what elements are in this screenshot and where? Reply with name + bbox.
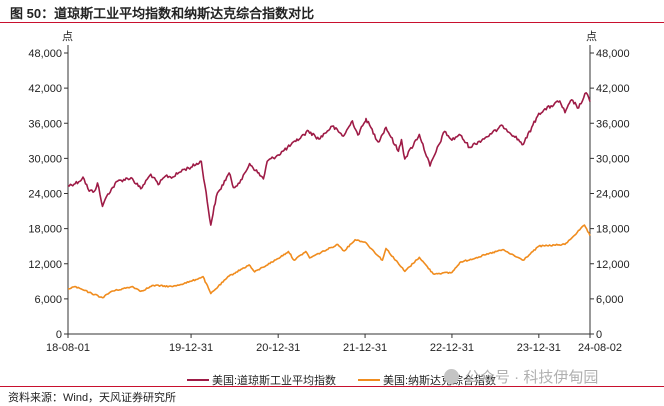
source-divider [0,386,664,387]
title-divider [0,22,664,23]
y-left-tick-label: 18,000 [28,224,62,236]
series-line-1 [67,92,591,226]
y-right-tick-label: 30,000 [596,153,630,165]
x-tick-label: 23-12-31 [517,342,561,354]
legend-label-2: 美国:纳斯达克综合指数 [383,373,496,387]
series-line-2 [67,224,591,299]
y-left-tick-label: 0 [56,329,62,341]
y-right-tick-label: 0 [596,329,602,341]
x-tick-label: 24-08-02 [578,342,622,354]
x-tick-label: 21-12-31 [343,342,387,354]
y-right-tick-label: 12,000 [596,259,630,271]
y-right-tick-label: 42,000 [596,83,630,95]
y-right-tick-label: 24,000 [596,189,630,201]
y-right-tick-label: 48,000 [596,48,630,60]
x-tick-label: 22-12-31 [430,342,474,354]
watermark-text: 公众号 · 科技伊甸园 [465,369,599,386]
y-left-tick-label: 36,000 [28,118,62,130]
y-left-tick-label: 48,000 [28,48,62,60]
wechat-logo-icon [444,369,459,384]
y-left-tick-label: 12,000 [28,259,62,271]
chart-series [67,92,591,299]
y-right-tick-label: 6,000 [596,294,624,306]
y-left-tick-label: 6,000 [34,294,62,306]
y-left-tick-label: 30,000 [28,153,62,165]
y-left-tick-label: 24,000 [28,189,62,201]
x-tick-label: 20-12-31 [256,342,300,354]
y-axis-right-unit: 点 [586,30,597,43]
y-axis-left-unit: 点 [62,30,73,43]
x-tick-label: 18-08-01 [46,342,90,354]
watermark: 公众号 · 科技伊甸园 [444,366,598,387]
y-left-tick-label: 42,000 [28,83,62,95]
y-right-tick-label: 36,000 [596,118,630,130]
chart-title: 图 50：道琼斯工业平均指数和纳斯达克综合指数对比 [10,6,315,21]
chart-legend: 美国:道琼斯工业平均指数 美国:纳斯达克综合指数 [187,373,496,387]
y-right-tick-label: 18,000 [596,224,630,236]
x-tick-label: 19-12-31 [169,342,213,354]
legend-label-1: 美国:道琼斯工业平均指数 [212,373,336,387]
chart-axes: 点 点 0 6,000 12,000 18,000 24,000 30,000 36,000 42… [28,30,629,354]
source-note: 资料来源：Wind，天风证券研究所 [8,392,177,404]
